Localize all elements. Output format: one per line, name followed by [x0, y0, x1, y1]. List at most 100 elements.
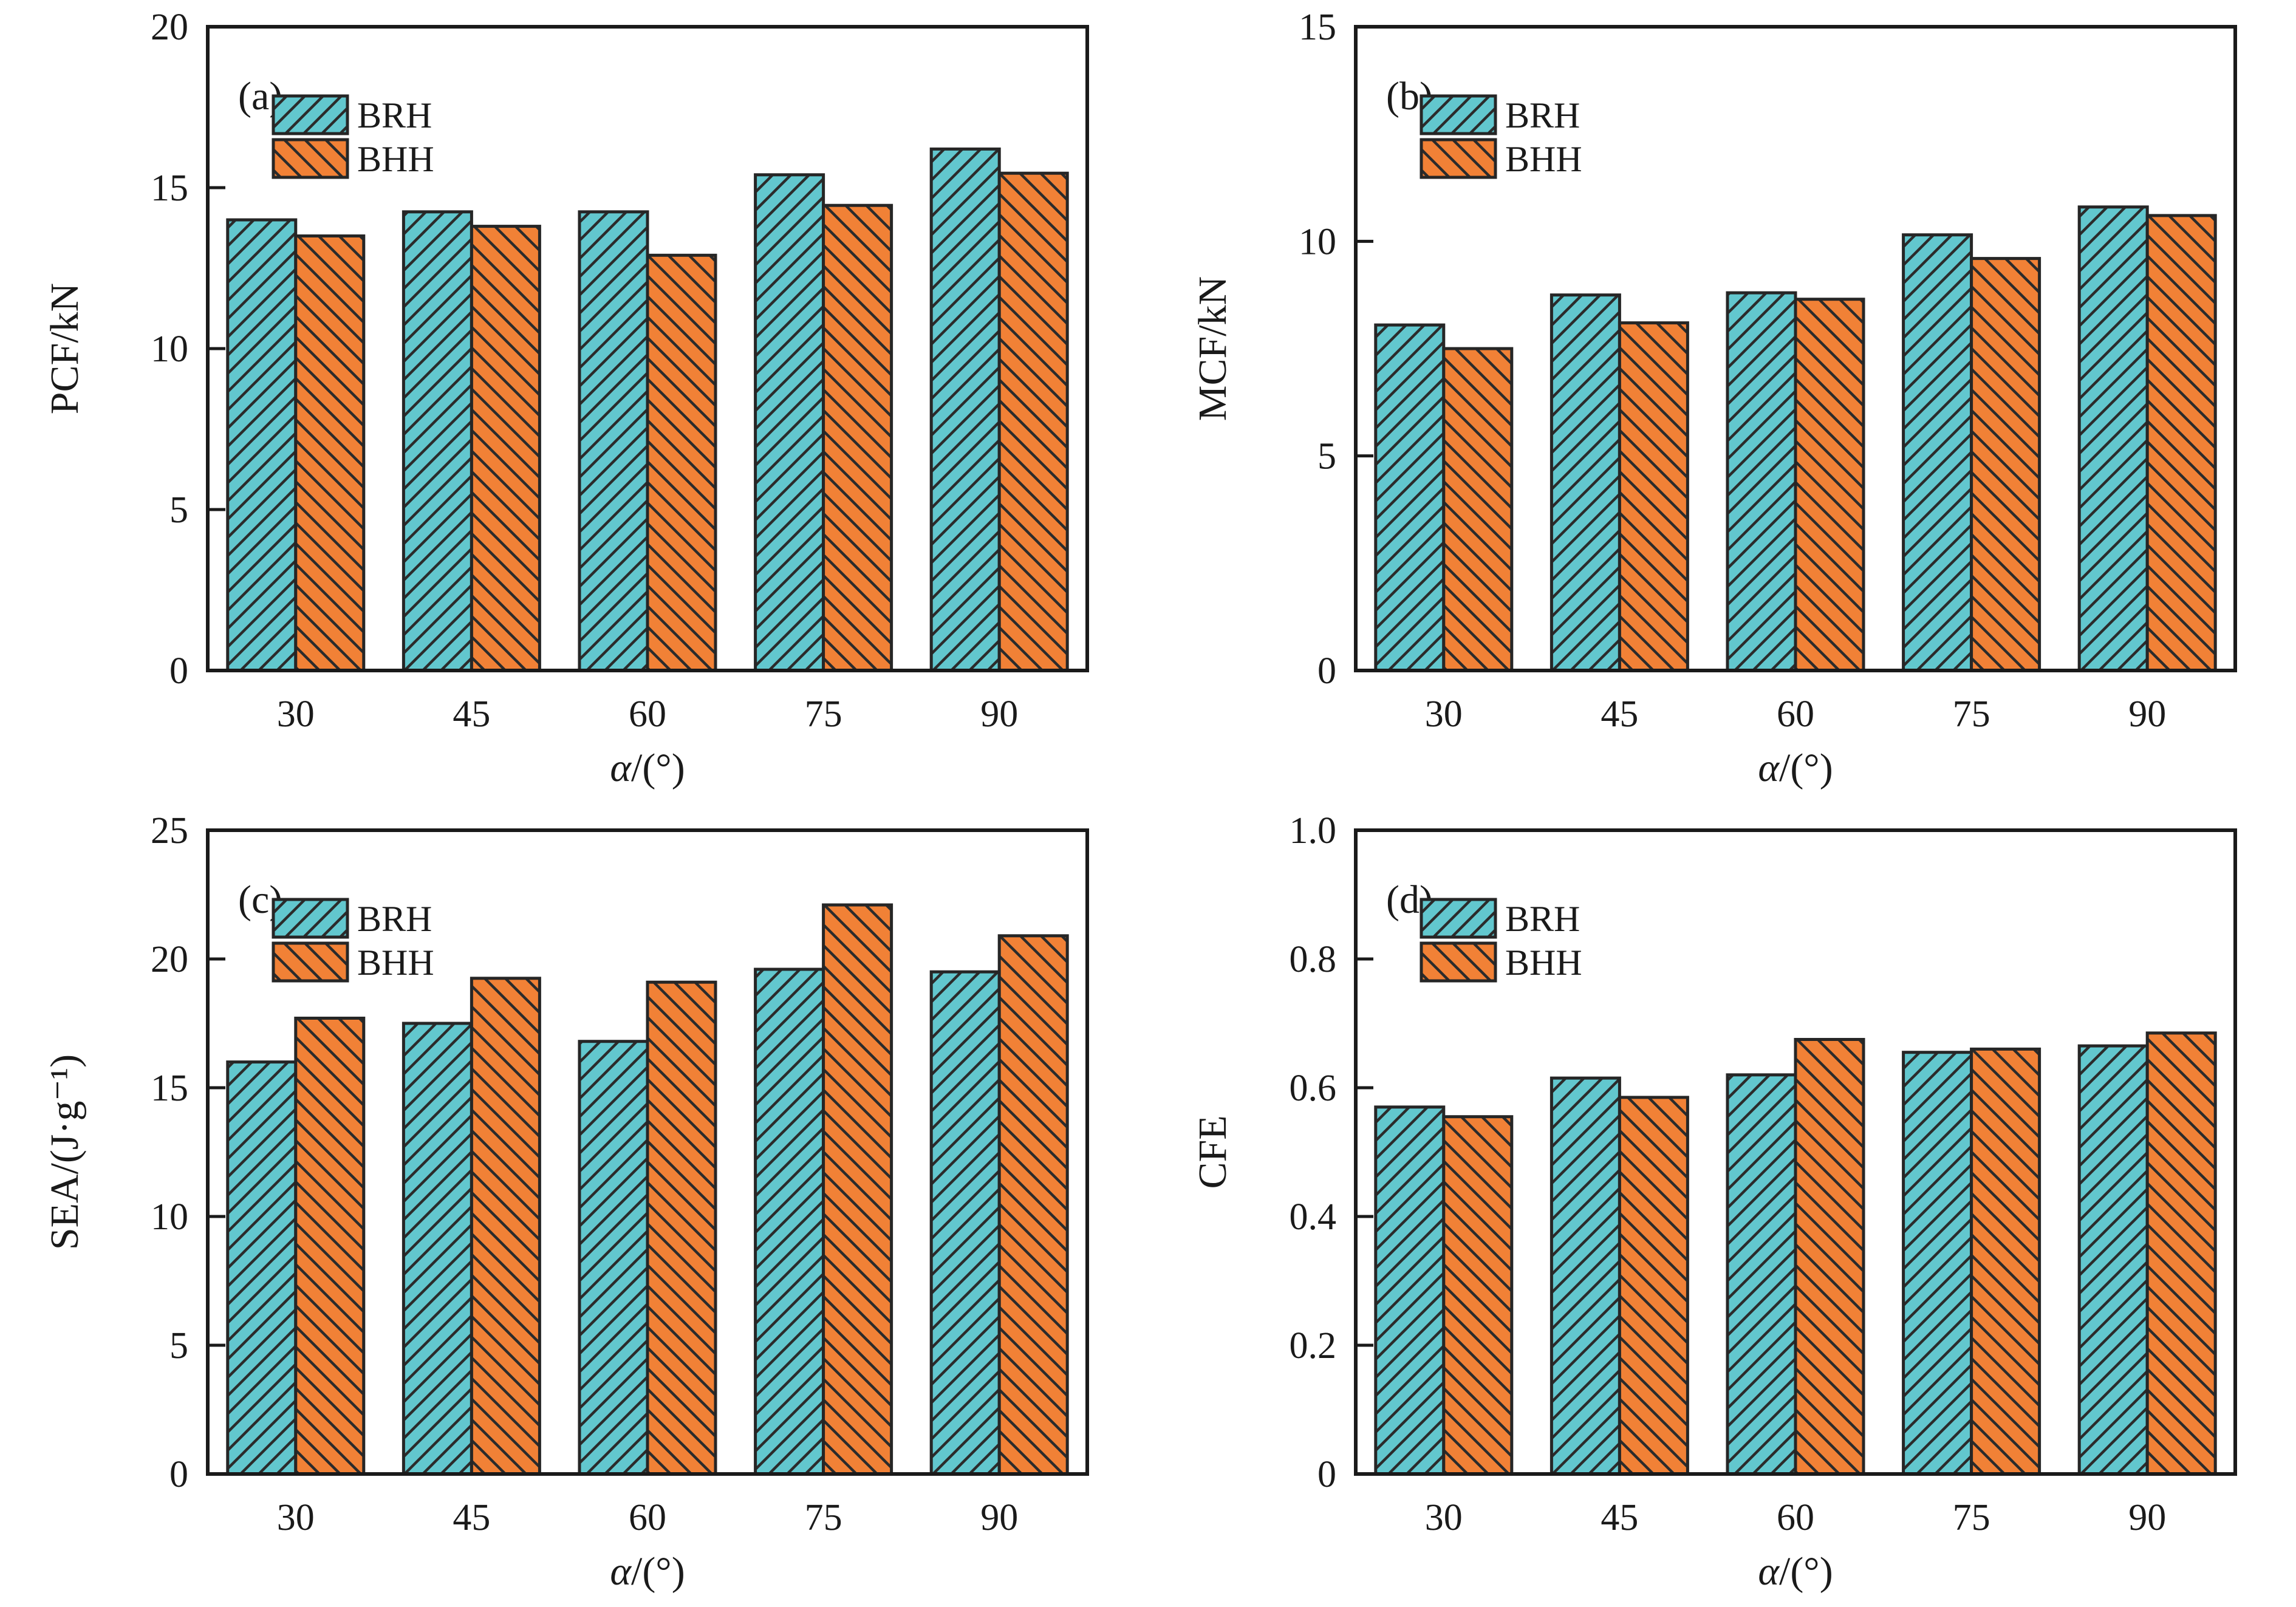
- bar-brh-90: [2077, 1044, 2149, 1476]
- y-tick-label: 0.4: [1290, 1196, 1337, 1238]
- y-axis-title: MCF/kN: [1191, 276, 1235, 421]
- x-tick-label: 60: [1777, 694, 1814, 735]
- x-tick-label: 60: [629, 694, 666, 735]
- y-tick-label: 1.0: [1290, 810, 1337, 851]
- bar-bhh-75: [1970, 1047, 2041, 1476]
- x-tick-label: 90: [2128, 694, 2166, 735]
- x-axis-title: α/(°): [610, 746, 685, 790]
- bar-brh-60: [1726, 1073, 1797, 1476]
- x-tick-label: 90: [980, 1497, 1018, 1538]
- x-tick-label: 30: [277, 1497, 315, 1538]
- bar-brh-90: [929, 970, 1001, 1476]
- bar-bhh-75: [1970, 257, 2041, 672]
- bar-bhh-30: [294, 1017, 366, 1476]
- bar-brh-45: [401, 1022, 473, 1476]
- legend-swatch-bhh: [272, 941, 349, 983]
- legend-label-brh: BRH: [357, 95, 432, 135]
- bar-bhh-45: [470, 977, 541, 1476]
- x-tick-label: 60: [629, 1497, 666, 1538]
- bar-bhh-90: [997, 934, 1069, 1476]
- bar-bhh-45: [1618, 1096, 1689, 1476]
- bar-brh-75: [754, 967, 825, 1476]
- bar-brh-30: [226, 1060, 298, 1476]
- bar-brh-60: [578, 210, 649, 672]
- x-tick-label: 30: [1425, 1497, 1463, 1538]
- y-tick-label: 5: [169, 1325, 188, 1366]
- bar-bhh-90: [2145, 1031, 2217, 1476]
- y-tick-label: 0: [169, 1454, 188, 1495]
- bar-brh-30: [1374, 1105, 1446, 1476]
- x-axis-title: α/(°): [1758, 1549, 1833, 1594]
- x-axis-title: α/(°): [610, 1549, 685, 1594]
- x-tick-label: 45: [1601, 694, 1638, 735]
- y-tick-label: 0.6: [1290, 1068, 1337, 1109]
- bar-bhh-60: [646, 980, 717, 1476]
- y-tick-label: 10: [151, 1196, 188, 1238]
- y-axis-title: PCF/kN: [43, 283, 87, 414]
- bar-brh-75: [1902, 233, 1973, 672]
- bar-brh-45: [1549, 293, 1621, 672]
- legend-swatch-bhh: [272, 138, 349, 179]
- legend-label-brh: BRH: [1505, 95, 1580, 135]
- legend-label-brh: BRH: [1505, 899, 1580, 939]
- bar-brh-45: [1549, 1076, 1621, 1476]
- x-tick-label: 30: [277, 694, 315, 735]
- panel-a: 30 45 60 75 90 0 5 10 15 20 PCF/kN α/(°) (a) BRH BHH: [0, 0, 1148, 803]
- legend-swatch-brh: [272, 94, 349, 135]
- y-tick-label: 15: [1299, 7, 1336, 48]
- y-tick-label: 0.8: [1290, 939, 1337, 980]
- bar-bhh-90: [997, 171, 1069, 672]
- x-tick-label: 75: [1953, 1497, 1990, 1538]
- legend-swatch-brh: [1420, 898, 1497, 939]
- x-tick-label: 60: [1777, 1497, 1814, 1538]
- x-tick-label: 75: [1953, 694, 1990, 735]
- plot-frame: [206, 25, 1089, 672]
- legend-label-brh: BRH: [357, 899, 432, 939]
- legend-swatch-brh: [1420, 94, 1497, 135]
- legend-label-bhh: BHH: [357, 139, 434, 179]
- legend-swatch-brh: [272, 898, 349, 939]
- bar-bhh-30: [294, 234, 366, 672]
- legend-label-bhh: BHH: [1505, 943, 1582, 983]
- bar-brh-45: [401, 210, 473, 672]
- bar-bhh-75: [822, 903, 893, 1476]
- bar-brh-30: [1374, 323, 1446, 672]
- legend-label-bhh: BHH: [1505, 139, 1582, 179]
- legend-swatch-bhh: [1420, 941, 1497, 983]
- bar-bhh-60: [646, 253, 717, 672]
- y-tick-label: 5: [169, 490, 188, 531]
- legend-swatch-bhh: [1420, 138, 1497, 179]
- y-tick-label: 25: [151, 810, 188, 851]
- y-tick-label: 0.2: [1290, 1325, 1337, 1366]
- plot-frame: [1354, 828, 2237, 1476]
- y-tick-label: 0: [169, 650, 188, 692]
- y-axis-title: CFE: [1191, 1115, 1235, 1189]
- x-tick-label: 45: [1601, 1497, 1638, 1538]
- panel-c: 30 45 60 75 90 0 5 10 15 20 25 SEA/(J·g⁻¹) α/(°) (c) B…: [0, 803, 1148, 1607]
- bar-brh-75: [754, 173, 825, 672]
- bar-bhh-30: [1442, 1115, 1514, 1476]
- bar-bhh-45: [1618, 321, 1689, 672]
- y-tick-label: 5: [1317, 436, 1336, 477]
- bar-bhh-45: [470, 225, 541, 672]
- bar-brh-60: [578, 1040, 649, 1476]
- bar-bhh-60: [1794, 298, 1865, 672]
- x-tick-label: 75: [805, 1497, 842, 1538]
- y-tick-label: 10: [1299, 221, 1336, 262]
- x-axis-title: α/(°): [1758, 746, 1833, 790]
- x-tick-label: 90: [980, 694, 1018, 735]
- y-tick-label: 10: [151, 329, 188, 370]
- y-tick-label: 20: [151, 7, 188, 48]
- x-tick-label: 45: [453, 1497, 490, 1538]
- y-tick-label: 0: [1317, 1454, 1336, 1495]
- bar-bhh-30: [1442, 347, 1514, 672]
- bar-bhh-75: [822, 203, 893, 672]
- bar-bhh-60: [1794, 1038, 1865, 1476]
- x-tick-label: 45: [453, 694, 490, 735]
- panel-d: 30 45 60 75 90 0 0.2 0.4 0.6 0.8 1.0 CFE α/(°) (d) BRH…: [1148, 803, 2296, 1607]
